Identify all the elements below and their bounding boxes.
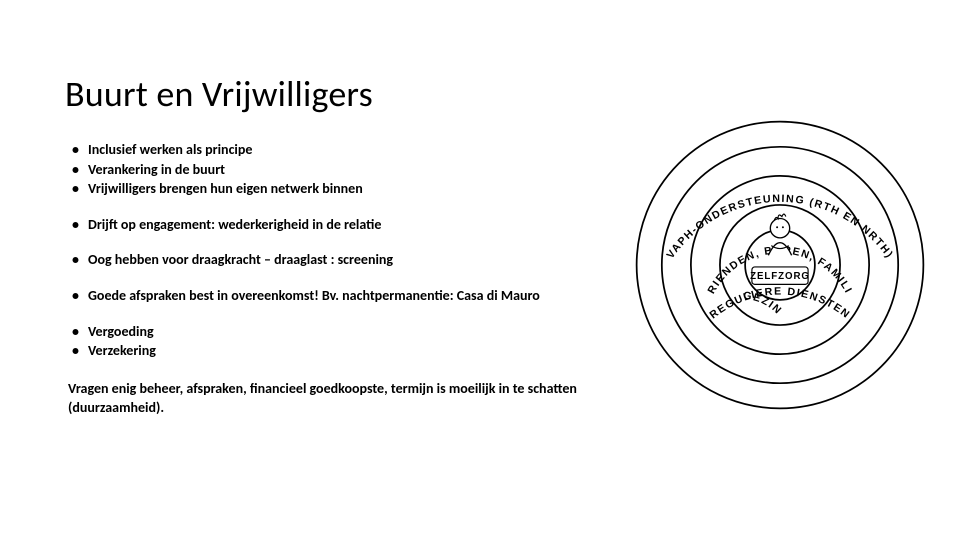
list-item: Vrijwilligers brengen hun eigen netwerk …: [68, 179, 588, 199]
slide: Buurt en Vrijwilligers Inclusief werken …: [0, 0, 960, 540]
concentric-diagram: GEZINVRIENDEN, BUREN, FAMILIEREGULIERE D…: [620, 110, 940, 420]
list-item: Vergoeding: [68, 322, 588, 342]
list-item: Drijft op engagement: wederkerigheid in …: [68, 215, 588, 235]
diagram-svg: GEZINVRIENDEN, BUREN, FAMILIEREGULIERE D…: [620, 110, 940, 420]
list-item: Verzekering: [68, 341, 588, 361]
bullet-list: Inclusief werken als principe Verankerin…: [68, 140, 588, 361]
footer-note: Vragen enig beheer, afspraken, financiee…: [68, 379, 588, 418]
list-item: Goede afspraken best in overeenkomst! Bv…: [68, 286, 588, 306]
list-item: Inclusief werken als principe: [68, 140, 588, 160]
page-title: Buurt en Vrijwilligers: [65, 72, 373, 116]
list-item: Verankering in de buurt: [68, 160, 588, 180]
svg-text:REGULIERE DIENSTEN: REGULIERE DIENSTEN: [708, 286, 853, 322]
content-block: Inclusief werken als principe Verankerin…: [68, 140, 588, 418]
svg-text:ZELFZORG: ZELFZORG: [750, 271, 810, 282]
list-item: Oog hebben voor draagkracht – draaglast …: [68, 250, 588, 270]
